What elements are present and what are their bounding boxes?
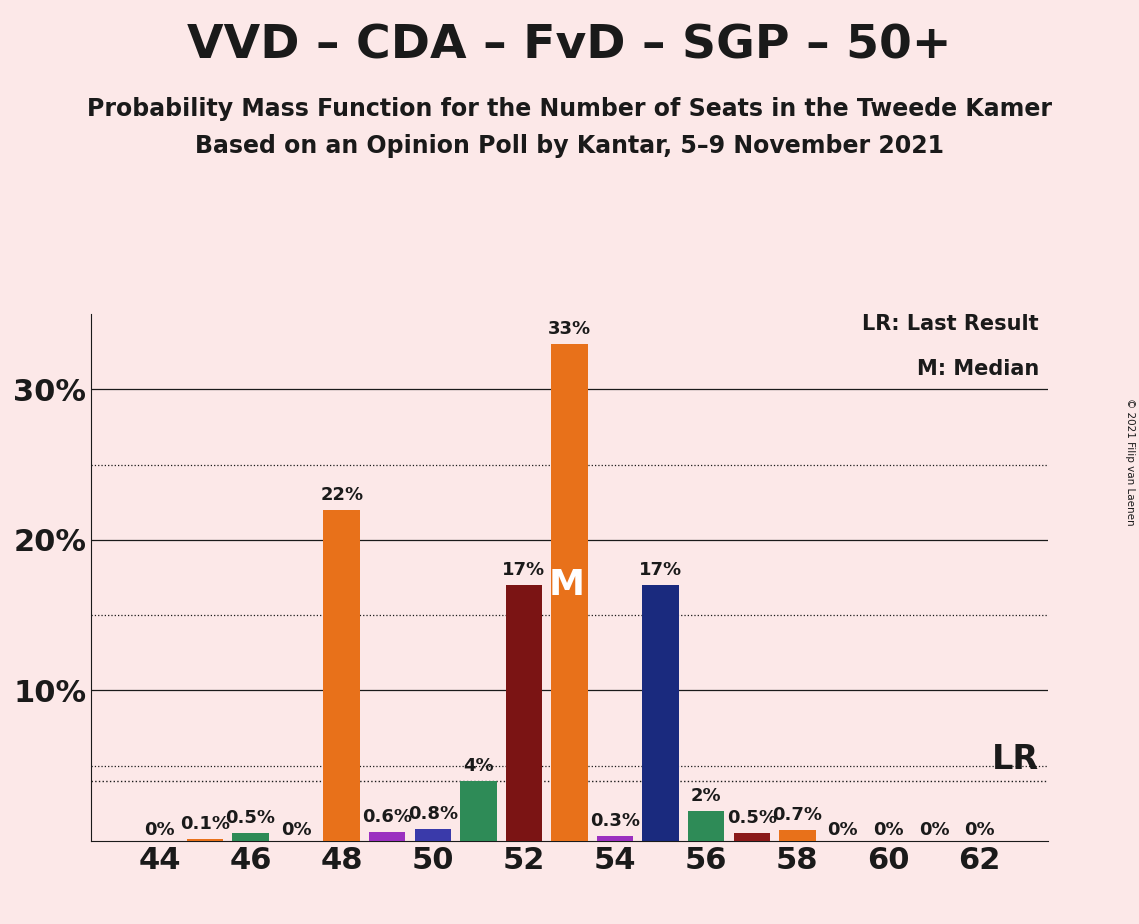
Text: 4%: 4%: [464, 757, 493, 774]
Bar: [369, 832, 405, 841]
Text: © 2021 Filip van Laenen: © 2021 Filip van Laenen: [1125, 398, 1134, 526]
Text: 22%: 22%: [320, 486, 363, 504]
Bar: [232, 833, 269, 841]
Text: 0.3%: 0.3%: [590, 812, 640, 831]
Text: 17%: 17%: [502, 561, 546, 579]
Text: 0.8%: 0.8%: [408, 805, 458, 822]
Bar: [460, 781, 497, 841]
Bar: [642, 585, 679, 841]
Text: Probability Mass Function for the Number of Seats in the Tweede Kamer: Probability Mass Function for the Number…: [87, 97, 1052, 121]
Text: 0.5%: 0.5%: [226, 809, 276, 827]
Bar: [506, 585, 542, 841]
Text: 0.5%: 0.5%: [727, 809, 777, 827]
Text: LR: Last Result: LR: Last Result: [862, 314, 1039, 334]
Text: M: Median: M: Median: [917, 359, 1039, 380]
Text: 0.1%: 0.1%: [180, 815, 230, 833]
Text: 0%: 0%: [281, 821, 311, 839]
Text: 0.7%: 0.7%: [772, 807, 822, 824]
Text: VVD – CDA – FvD – SGP – 50+: VVD – CDA – FvD – SGP – 50+: [187, 23, 952, 68]
Text: 0%: 0%: [965, 821, 994, 839]
Text: 0%: 0%: [874, 821, 903, 839]
Text: 33%: 33%: [548, 321, 591, 338]
Text: M: M: [549, 568, 585, 602]
Text: 0%: 0%: [145, 821, 174, 839]
Text: 0%: 0%: [828, 821, 858, 839]
Bar: [779, 831, 816, 841]
Text: 0.6%: 0.6%: [362, 808, 412, 826]
Text: 2%: 2%: [691, 786, 721, 805]
Text: LR: LR: [992, 743, 1039, 776]
Text: Based on an Opinion Poll by Kantar, 5–9 November 2021: Based on an Opinion Poll by Kantar, 5–9 …: [195, 134, 944, 158]
Bar: [187, 839, 223, 841]
Text: 0%: 0%: [919, 821, 949, 839]
Bar: [323, 510, 360, 841]
Text: 17%: 17%: [639, 561, 682, 579]
Bar: [688, 810, 724, 841]
Bar: [734, 833, 770, 841]
Bar: [597, 836, 633, 841]
Bar: [551, 345, 588, 841]
Bar: [415, 829, 451, 841]
